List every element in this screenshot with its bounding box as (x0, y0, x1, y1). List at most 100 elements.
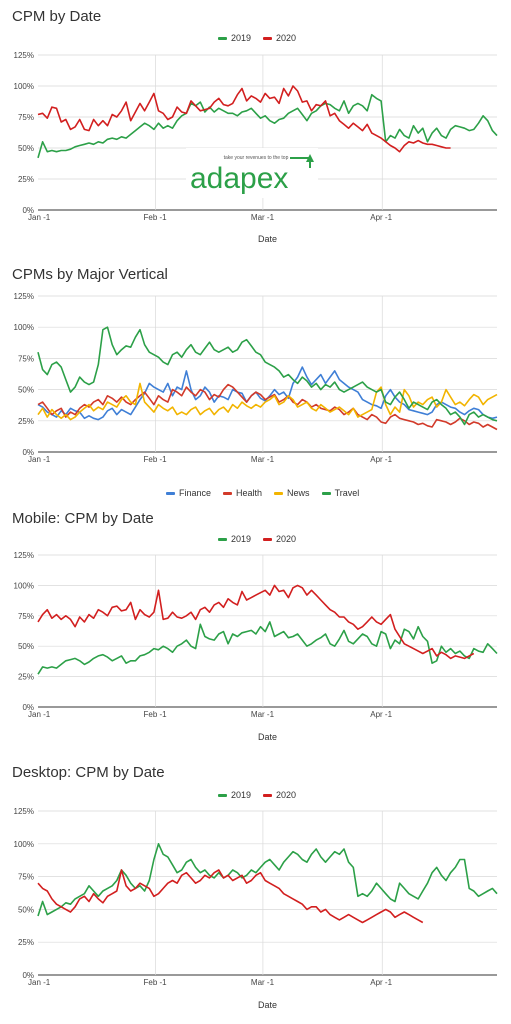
y-tick-label: 125% (14, 292, 34, 301)
legend-item-2019: 2019 (218, 534, 251, 544)
logo-arrow-icon (290, 157, 311, 168)
x-tick-label: Jan -1 (28, 455, 51, 464)
x-axis-label: Date (258, 234, 278, 244)
y-tick-label: 100% (14, 82, 34, 91)
x-tick-label: Apr -1 (370, 978, 392, 987)
series-line-travel (37, 326, 498, 426)
chart-title: CPM by Date (12, 8, 102, 25)
legend-label: 2020 (276, 790, 297, 800)
series-line-news (37, 382, 498, 421)
x-tick-label: Mar -1 (251, 978, 275, 987)
legend-label: 2019 (231, 534, 252, 544)
legend-swatch (263, 36, 273, 40)
legend-item-2020: 2020 (263, 790, 296, 800)
x-tick-label: Jan -1 (28, 710, 51, 719)
chart-legend: 2019 2020 (218, 33, 296, 43)
series-line-2019 (37, 621, 498, 675)
y-tick-label: 0% (22, 206, 34, 215)
logo-arrowhead-icon (306, 154, 314, 162)
y-tick-label: 100% (14, 323, 34, 332)
legend-item-2020: 2020 (263, 534, 296, 544)
logo-graphic: take your revenues to the top adapex (190, 154, 314, 195)
legend-item-news: News (274, 488, 310, 498)
legend-swatch (263, 793, 273, 797)
x-tick-label: Feb -1 (144, 978, 168, 987)
x-tick-label: Feb -1 (144, 710, 168, 719)
legend-swatch (166, 491, 175, 495)
chart-title: Desktop: CPM by Date (12, 764, 165, 781)
legend-label: Health (236, 488, 263, 498)
y-tick-label: 25% (18, 175, 34, 184)
legend-item-travel: Travel (321, 488, 359, 498)
chart-panel-2: CPMs by Major Vertical 0% 25% 50% 75% 100% 12… (0, 256, 511, 504)
series-line-finance (37, 366, 498, 421)
y-tick-label: 125% (14, 551, 34, 560)
y-tick-label: 0% (22, 971, 34, 980)
logo-tagline: take your revenues to the top (224, 155, 289, 161)
y-tick-label: 25% (18, 938, 34, 947)
legend-swatch (218, 36, 227, 40)
y-tick-label: 100% (14, 840, 34, 849)
legend-item-2020: 2020 (263, 33, 296, 43)
series-line-2020 (37, 869, 424, 924)
legend-swatch (321, 491, 331, 495)
legend-label: 2019 (231, 33, 252, 43)
x-tick-label: Apr -1 (370, 213, 392, 222)
series-line-2019 (37, 843, 498, 917)
y-tick-label: 75% (18, 873, 34, 882)
legend-swatch (263, 537, 273, 541)
x-tick-label: Apr -1 (370, 710, 392, 719)
logo-text: adapex (190, 162, 288, 195)
series-line-2020 (37, 85, 451, 153)
x-tick-label: Jan -1 (28, 978, 51, 987)
chart-plot: 0% 25% 50% 75% 100% 125% Jan -1 Feb -1 Mar -1 Apr… (14, 807, 498, 987)
legend-swatch (218, 793, 227, 797)
y-tick-label: 25% (18, 673, 34, 682)
x-tick-label: Apr -1 (370, 455, 392, 464)
x-tick-label: Mar -1 (251, 213, 275, 222)
chart-panel-4: Desktop: CPM by Date 2019 2020 0% 25% 50% 7… (0, 760, 511, 1024)
adapex-logo: take your revenues to the top adapex (186, 148, 318, 198)
chart-panel-3: Mobile: CPM by Date 2019 2020 0% 25% 50% 75… (0, 504, 511, 760)
legend-label: 2019 (231, 790, 252, 800)
x-tick-label: Feb -1 (144, 455, 168, 464)
legend-swatch (218, 537, 227, 541)
y-tick-label: 75% (18, 354, 34, 363)
legend-swatch (274, 491, 284, 495)
legend-label: 2020 (276, 534, 297, 544)
y-tick-label: 50% (18, 386, 34, 395)
x-tick-label: Feb -1 (144, 213, 168, 222)
y-tick-label: 25% (18, 417, 34, 426)
chart-legend: Finance Health News Travel (166, 488, 359, 498)
legend-item-health: Health (223, 488, 262, 498)
y-tick-label: 0% (22, 448, 34, 457)
y-tick-label: 75% (18, 113, 34, 122)
chart-legend: 2019 2020 (218, 534, 296, 544)
legend-item-2019: 2019 (218, 33, 251, 43)
y-tick-label: 50% (18, 144, 34, 153)
y-tick-label: 100% (14, 581, 34, 590)
x-axis-label: Date (258, 1000, 278, 1010)
y-tick-label: 50% (18, 642, 34, 651)
legend-label: Finance (179, 488, 212, 498)
y-tick-label: 125% (14, 51, 34, 60)
x-axis-label: Date (258, 732, 278, 742)
chart-title: Mobile: CPM by Date (12, 510, 154, 527)
chart-plot: 0% 25% 50% 75% 100% 125% Jan -1 Feb -1 Mar -1 Apr… (14, 551, 498, 719)
y-tick-label: 125% (14, 807, 34, 816)
legend-label: 2020 (276, 33, 297, 43)
chart-legend: 2019 2020 (218, 790, 296, 800)
legend-item-finance: Finance (166, 488, 211, 498)
chart-plot: 0% 25% 50% 75% 100% 125% Jan -1 Feb -1 Mar -1 Apr… (14, 51, 498, 222)
chart-plot: 0% 25% 50% 75% 100% 125% Jan -1 Feb -1 Mar -1 Apr… (14, 292, 498, 464)
legend-item-2019: 2019 (218, 790, 251, 800)
legend-label: News (287, 488, 310, 498)
x-tick-label: Jan -1 (28, 213, 51, 222)
series-line-2019 (37, 93, 498, 159)
chart-title: CPMs by Major Vertical (12, 266, 168, 283)
y-tick-label: 75% (18, 612, 34, 621)
legend-swatch (223, 491, 233, 495)
chart-panel-1: CPM by Date 2019 2020 0% 25% 50% 75% 100% 125… (0, 0, 511, 256)
x-tick-label: Mar -1 (251, 455, 275, 464)
x-tick-label: Mar -1 (251, 710, 275, 719)
